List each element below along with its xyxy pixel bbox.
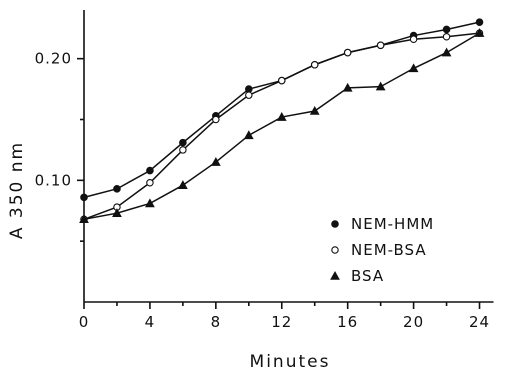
series-line [83, 21, 480, 199]
legend-label: NEM-HMM [351, 215, 434, 233]
x-tick-label: 20 [403, 313, 424, 331]
x-tick-label: 12 [271, 313, 292, 331]
data-point [442, 33, 451, 41]
data-point [112, 208, 122, 217]
data-point [179, 138, 187, 147]
axes: 0 4 8 12 16 20 24 0.10 0.20 [35, 10, 494, 331]
data-point [146, 166, 154, 175]
data-point [474, 28, 485, 37]
legend-label: NEM-BSA [351, 241, 427, 259]
x-tick-label: 24 [469, 313, 490, 331]
data-point [210, 157, 221, 166]
data-point [409, 35, 418, 43]
series-line [83, 32, 480, 221]
data-point [146, 179, 154, 187]
data-point [113, 185, 121, 193]
y-axis-label: A 350 nm [7, 141, 27, 239]
data-point [342, 82, 353, 92]
data-point [79, 214, 89, 224]
data-point [245, 85, 253, 93]
data-point [309, 105, 320, 115]
series-line [83, 32, 480, 220]
data-point [343, 48, 352, 57]
data-point [442, 25, 451, 34]
legend-marker [330, 270, 340, 280]
y-tick-label: 0.20 [35, 50, 72, 68]
data-point [408, 63, 419, 73]
data-point [276, 112, 287, 121]
series-bsa [79, 28, 485, 224]
x-tick-label: 4 [145, 313, 156, 331]
legend-marker [331, 246, 339, 254]
legend: NEM-HMM NEM-BSA BSA [330, 215, 434, 285]
data-point [243, 130, 254, 140]
data-point [475, 18, 484, 26]
legend-marker [331, 220, 339, 228]
x-tick-label: 8 [211, 313, 222, 331]
series-nem-bsa [80, 29, 484, 224]
data-point [278, 76, 286, 85]
series-layer [79, 18, 485, 224]
data-point [178, 180, 188, 189]
legend-label: BSA [351, 267, 384, 285]
x-tick-label: 16 [337, 313, 358, 331]
data-point [179, 146, 187, 154]
data-point [212, 115, 220, 124]
data-point [375, 81, 386, 91]
series-nem-hmm [80, 18, 484, 202]
data-point [310, 60, 319, 69]
data-point [441, 47, 452, 57]
x-axis-label: Minutes [250, 352, 331, 372]
data-point [376, 41, 385, 50]
data-point [80, 193, 88, 202]
y-tick-label: 0.10 [35, 171, 72, 189]
x-tick-label: 0 [79, 313, 90, 331]
data-point [145, 198, 155, 208]
data-point [245, 91, 253, 99]
